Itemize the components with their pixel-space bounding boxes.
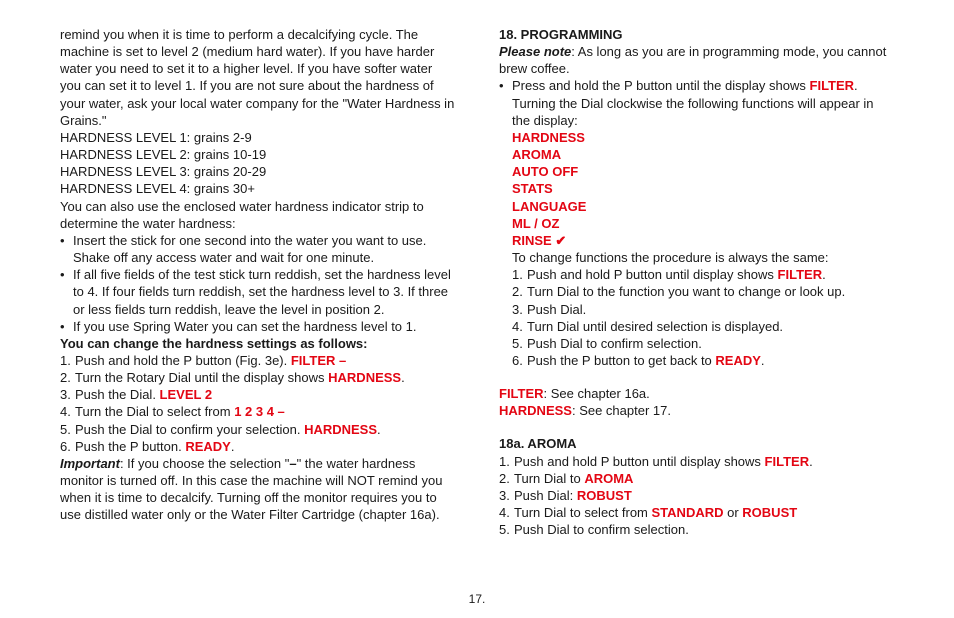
step-text: Push the Dial to confirm your selection.: [75, 422, 304, 437]
step-text-or: or: [724, 505, 743, 520]
list-item: Turn Dial to AROMA: [499, 470, 894, 487]
menu-aroma: AROMA: [512, 146, 894, 163]
hardness-level-2: HARDNESS LEVEL 2: grains 10-19: [60, 146, 455, 163]
period: .: [822, 267, 826, 282]
step-text: Push and hold P button until display sho…: [514, 454, 765, 469]
dash-symbol: –: [289, 456, 296, 471]
display-hardness: HARDNESS: [304, 422, 377, 437]
aroma-steps: Push and hold P button until display sho…: [499, 453, 894, 539]
ref-filter-val: : See chapter 16a.: [544, 386, 650, 401]
step-text: Push the P button to get back to: [527, 353, 715, 368]
hardness-level-4: HARDNESS LEVEL 4: grains 30+: [60, 180, 455, 197]
ref-hardness-val: : See chapter 17.: [572, 403, 671, 418]
period: .: [231, 439, 235, 454]
list-item: Push and hold P button until display sho…: [512, 266, 894, 283]
period: .: [761, 353, 765, 368]
important-label: Important: [60, 456, 120, 471]
change-hardness-steps: Push and hold the P button (Fig. 3e). FI…: [60, 352, 455, 455]
list-item: Push and hold the P button (Fig. 3e). FI…: [60, 352, 455, 369]
menu-language: LANGUAGE: [512, 198, 894, 215]
list-item: Turn the Dial to select from 1 2 3 4 –: [60, 403, 455, 420]
ref-hardness: HARDNESS: See chapter 17.: [499, 402, 894, 419]
list-item: Push the Dial to confirm your selection.…: [60, 421, 455, 438]
strip-instructions-list: Insert the stick for one second into the…: [60, 232, 455, 335]
section-18a-heading: 18a. AROMA: [499, 435, 894, 452]
please-note-line: Please note: As long as you are in progr…: [499, 43, 894, 77]
display-ready: READY: [185, 439, 231, 454]
period: .: [809, 454, 813, 469]
display-filter: FILTER: [810, 78, 855, 93]
step-text: Push Dial:: [514, 488, 577, 503]
bullet-text-a: Press and hold the P button until the di…: [512, 78, 810, 93]
list-item: If you use Spring Water you can set the …: [60, 318, 455, 335]
display-filter: FILTER: [765, 454, 810, 469]
left-intro-para: remind you when it is time to perform a …: [60, 26, 455, 129]
step-text: Turn Dial to: [514, 471, 584, 486]
step-text: Push and hold P button until display sho…: [527, 267, 778, 282]
list-item: Turn the Rotary Dial until the display s…: [60, 369, 455, 386]
important-text-a: : If you choose the selection ": [120, 456, 289, 471]
menu-auto-off: AUTO OFF: [512, 163, 894, 180]
ref-filter-key: FILTER: [499, 386, 544, 401]
menu-rinse: RINSE ✔: [512, 232, 894, 249]
display-hardness: HARDNESS: [328, 370, 401, 385]
hardness-level-1: HARDNESS LEVEL 1: grains 2-9: [60, 129, 455, 146]
list-item: Insert the stick for one second into the…: [60, 232, 455, 266]
step-text: Turn the Rotary Dial until the display s…: [75, 370, 328, 385]
list-item: Push Dial.: [512, 301, 894, 318]
menu-hardness: HARDNESS: [512, 129, 894, 146]
list-item: Push the Dial. LEVEL 2: [60, 386, 455, 403]
period: .: [401, 370, 405, 385]
display-level-2: LEVEL 2: [160, 387, 213, 402]
programming-bullets: Press and hold the P button until the di…: [499, 77, 894, 369]
list-item: If all five fields of the test stick tur…: [60, 266, 455, 317]
ref-filter: FILTER: See chapter 16a.: [499, 385, 894, 402]
change-hardness-heading: You can change the hardness settings as …: [60, 335, 455, 352]
step-text: Turn the Dial to select from: [75, 404, 234, 419]
important-note: Important: If you choose the selection "…: [60, 455, 455, 524]
list-item: Push the P button. READY.: [60, 438, 455, 455]
display-1234-dash: 1 2 3 4 –: [234, 404, 285, 419]
display-ready: READY: [715, 353, 761, 368]
display-robust: ROBUST: [577, 488, 632, 503]
manual-page: remind you when it is time to perform a …: [0, 0, 954, 618]
period: .: [377, 422, 381, 437]
list-item: Turn Dial to the function you want to ch…: [512, 283, 894, 300]
right-column: 18. PROGRAMMING Please note: As long as …: [499, 26, 894, 608]
display-filter-dash: FILTER –: [291, 353, 346, 368]
list-item: Turn Dial until desired selection is dis…: [512, 318, 894, 335]
hardness-level-3: HARDNESS LEVEL 3: grains 20-29: [60, 163, 455, 180]
step-text: Push the Dial.: [75, 387, 160, 402]
list-item: Push Dial: ROBUST: [499, 487, 894, 504]
list-item: Push Dial to confirm selection.: [512, 335, 894, 352]
display-standard: STANDARD: [652, 505, 724, 520]
please-note-label: Please note: [499, 44, 571, 59]
list-item: Press and hold the P button until the di…: [499, 77, 894, 369]
section-18-heading: 18. PROGRAMMING: [499, 26, 894, 43]
procedure-intro: To change functions the procedure is alw…: [512, 249, 894, 266]
list-item: Push the P button to get back to READY.: [512, 352, 894, 369]
menu-stats: STATS: [512, 180, 894, 197]
step-text: Push and hold the P button (Fig. 3e).: [75, 353, 291, 368]
list-item: Push and hold P button until display sho…: [499, 453, 894, 470]
procedure-steps: Push and hold P button until display sho…: [512, 266, 894, 369]
step-text: Turn Dial to select from: [514, 505, 652, 520]
display-filter: FILTER: [778, 267, 823, 282]
ref-hardness-key: HARDNESS: [499, 403, 572, 418]
list-item: Turn Dial to select from STANDARD or ROB…: [499, 504, 894, 521]
display-aroma: AROMA: [584, 471, 633, 486]
display-robust: ROBUST: [742, 505, 797, 520]
page-number: 17.: [0, 592, 954, 608]
left-column: remind you when it is time to perform a …: [60, 26, 455, 608]
indicator-strip-para: You can also use the enclosed water hard…: [60, 198, 455, 232]
menu-ml-oz: ML / OZ: [512, 215, 894, 232]
list-item: Push Dial to confirm selection.: [499, 521, 894, 538]
step-text: Push the P button.: [75, 439, 185, 454]
